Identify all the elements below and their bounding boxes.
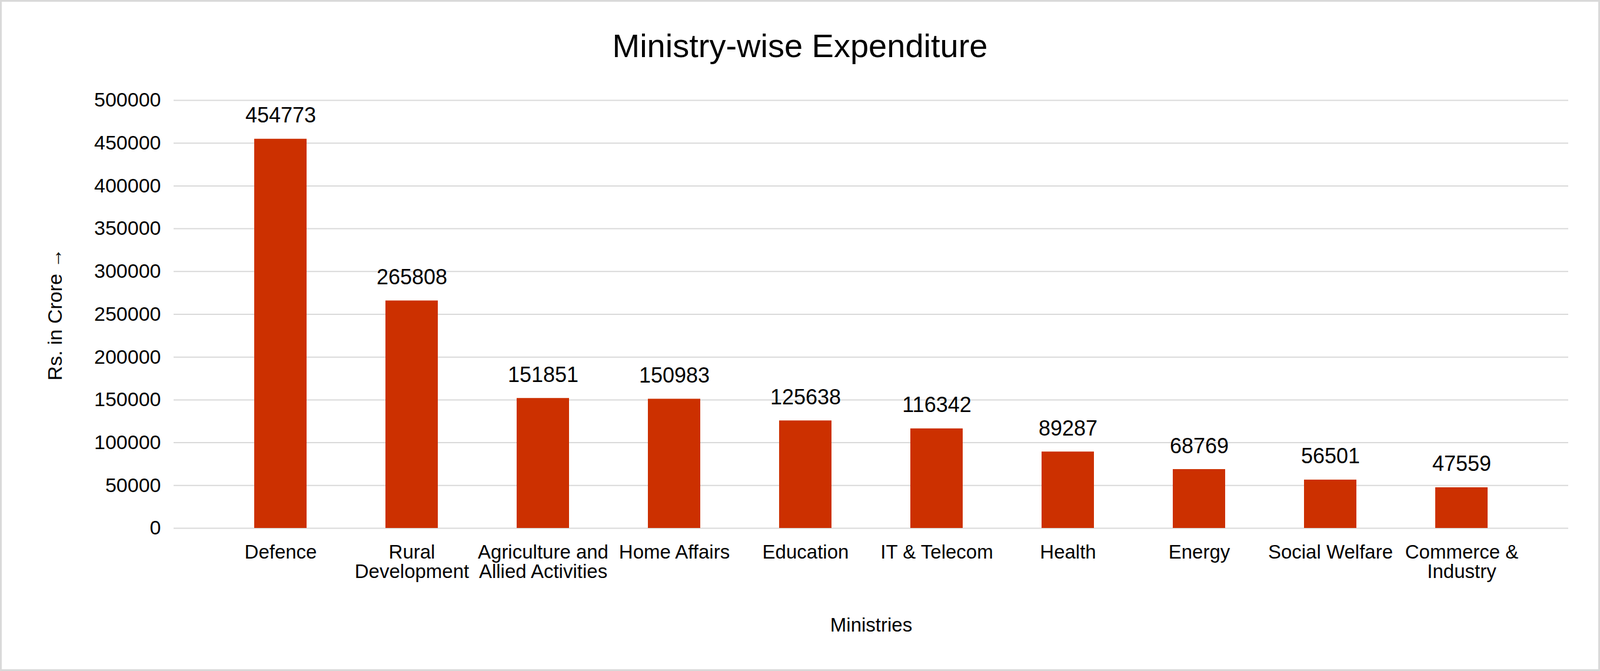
svg-text:450000: 450000 (94, 131, 161, 154)
svg-text:265808: 265808 (376, 264, 448, 289)
svg-text:Energy: Energy (1168, 540, 1231, 563)
svg-text:100000: 100000 (94, 430, 161, 454)
svg-text:400000: 400000 (94, 174, 161, 197)
svg-text:RuralDevelopment: RuralDevelopment (354, 540, 469, 582)
svg-text:68769: 68769 (1169, 433, 1229, 458)
svg-text:150000: 150000 (94, 387, 161, 411)
svg-text:125638: 125638 (770, 384, 841, 409)
svg-text:350000: 350000 (94, 216, 161, 239)
svg-text:IT & Telecom: IT & Telecom (880, 540, 993, 563)
html-text:Ministry-wise Expenditure: Ministry-wise Expenditure (612, 27, 988, 65)
svg-text:200000: 200000 (94, 345, 161, 368)
svg-text:Health: Health (1039, 540, 1096, 563)
svg-text:50000: 50000 (105, 473, 162, 497)
svg-text:56501: 56501 (1301, 443, 1360, 468)
svg-text:Defence: Defence (244, 540, 318, 563)
svg-text:454773: 454773 (245, 102, 316, 128)
svg-text:250000: 250000 (94, 302, 161, 325)
svg-text:116342: 116342 (902, 392, 971, 417)
svg-text:300000: 300000 (94, 259, 161, 282)
svg-text:Rs. in Crore →: Rs. in Crore → (43, 248, 66, 381)
svg-text:89287: 89287 (1038, 416, 1098, 441)
svg-text:Ministries: Ministries (830, 613, 913, 636)
svg-text:Agriculture andAllied Activiti: Agriculture andAllied Activities (477, 540, 609, 582)
svg-text:0: 0 (150, 516, 162, 539)
svg-text:Commerce &Industry: Commerce &Industry (1405, 540, 1519, 582)
svg-text:47559: 47559 (1432, 451, 1492, 476)
svg-text:Social Welfare: Social Welfare (1268, 540, 1393, 563)
svg-text:Education: Education (762, 540, 850, 563)
svg-text:Home Affairs: Home Affairs (619, 540, 730, 563)
svg-text:500000: 500000 (94, 88, 161, 111)
svg-text:150983: 150983 (639, 363, 710, 388)
svg-text:151851: 151851 (507, 362, 579, 387)
